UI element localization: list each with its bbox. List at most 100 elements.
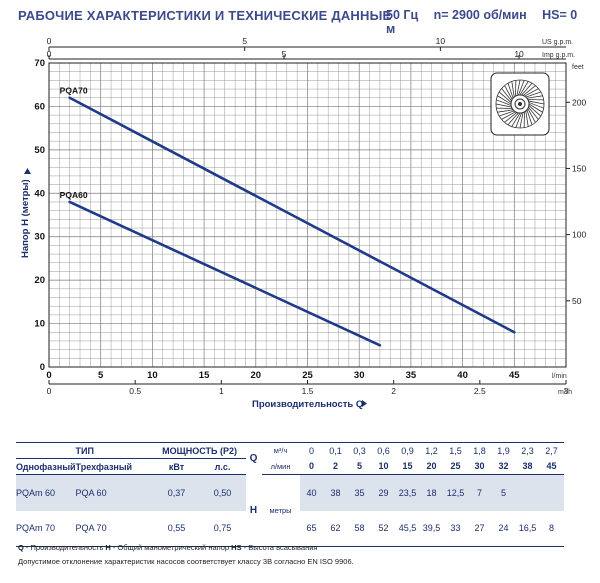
feet-tick-label: 100 (572, 230, 586, 240)
q-m3h-cell: 1,2 (419, 442, 444, 459)
y-tick-label: 60 (34, 101, 45, 112)
series-label: PQA60 (60, 190, 88, 200)
q-lmin-cell: 38 (515, 458, 540, 475)
three-phase-header: Трехфазный (75, 458, 154, 475)
x-axis-label: Производительность Q (252, 399, 363, 410)
feet-tick-label: 200 (572, 97, 586, 107)
x-tick-label: 5 (98, 370, 104, 381)
row-single: PQAm 60 (16, 487, 56, 498)
imp-gpm-tick-label: 10 (514, 49, 524, 59)
q-lmin-cell: 45 (539, 458, 564, 475)
impeller-icon (490, 72, 550, 136)
q-lmin-cell: 20 (419, 458, 444, 475)
us-gpm-tick-label: 0 (47, 36, 52, 46)
m3h-unit-label: m³/h (558, 389, 572, 396)
q-lmin-cell: 30 (467, 458, 492, 475)
x-unit-label: l/min (552, 373, 567, 380)
q-header: Q (245, 442, 262, 475)
us-gpm-tick-label: 5 (242, 36, 247, 46)
m3h-tick-label: 2.5 (474, 386, 486, 396)
q-m3h-cell: 1,8 (467, 442, 492, 459)
q-m3h-cell: 2,7 (539, 442, 564, 459)
h-cell: 33 (450, 523, 461, 534)
feet-tick-label: 50 (572, 296, 582, 306)
m3h-tick-label: 0 (47, 386, 52, 396)
y-tick-label: 40 (34, 188, 45, 199)
h-cell: 62 (330, 523, 341, 534)
h-cell: 24 (498, 523, 509, 534)
y-tick-label: 10 (34, 319, 45, 330)
y-tick-label: 20 (34, 275, 45, 286)
us-gpm-tick-label: 10 (436, 36, 446, 46)
m3h-tick-label: 3 (564, 386, 569, 396)
q-lmin-cell: 2 (323, 458, 348, 475)
x-tick-label: 45 (509, 370, 520, 381)
x-tick-label: 10 (147, 370, 158, 381)
speed: n= 2900 об/мин (433, 8, 527, 22)
q-m3h-cell: 0 (299, 442, 324, 459)
q-lmin-cell: 0 (299, 458, 324, 475)
imp-gpm-tick-label: 5 (282, 49, 287, 59)
h-cell: 23,5 (398, 487, 417, 498)
kw-header: кВт (153, 458, 200, 475)
series-line-pqa60 (68, 200, 382, 347)
q-lmin-cell: 5 (347, 458, 372, 475)
row-three: PQA 60 (75, 487, 107, 498)
spec-table: ТИП МОЩНОСТЬ (P2) Q м³/ч 0 0,1 0,3 0,6 0,9 1,… (16, 442, 564, 547)
y-tick-label: 30 (34, 232, 45, 243)
unit-lmin: л/мин (261, 458, 300, 475)
m3h-tick-label: 0.5 (129, 386, 141, 396)
row-hp: 0,75 (213, 523, 232, 534)
h-cell: 58 (354, 523, 365, 534)
q-lmin-cell: 32 (491, 458, 516, 475)
x-axis-arrow-icon (362, 400, 367, 407)
h-cell: 52 (378, 523, 389, 534)
m3h-tick-label: 1 (219, 386, 224, 396)
m3h-tick-label: 1.5 (302, 386, 314, 396)
h-cell: 8 (549, 523, 555, 534)
hp-header: л.с. (199, 458, 246, 475)
y-tick-label: 50 (34, 145, 45, 156)
row-three: PQA 70 (75, 523, 107, 534)
type-header: ТИП (16, 442, 154, 459)
x-tick-label: 0 (46, 370, 51, 381)
row-kw: 0,55 (167, 523, 186, 534)
row-hp: 0,50 (213, 487, 232, 498)
h-cell: 16,5 (518, 523, 537, 534)
q-m3h-cell: 1,9 (491, 442, 516, 459)
single-phase-header: Однофазный (16, 458, 76, 475)
h-cell: 18 (426, 487, 437, 498)
x-tick-label: 25 (302, 370, 313, 381)
q-m3h-cell: 0,9 (395, 442, 420, 459)
q-m3h-cell: 1,5 (443, 442, 468, 459)
q-lmin-cell: 15 (395, 458, 420, 475)
series-line-pqa70 (68, 96, 516, 334)
q-lmin-cell: 25 (443, 458, 468, 475)
h-cell: 40 (306, 487, 317, 498)
h-cell: 45,5 (398, 523, 417, 534)
feet-unit-label: feet (572, 64, 584, 71)
q-m3h-cell: 2,3 (515, 442, 540, 459)
tolerance-note: Допустимое отклонение характеристик насо… (18, 557, 354, 566)
series-label: PQA70 (60, 86, 88, 96)
h-cell: 7 (477, 487, 483, 498)
us-gpm-unit-label: US g.p.m. (542, 39, 573, 46)
h-cell: 35 (354, 487, 365, 498)
y-axis-arrow-icon (24, 168, 31, 174)
q-m3h-cell: 0,1 (323, 442, 348, 459)
h-cell: 39,5 (422, 523, 441, 534)
y-tick-label: 0 (40, 362, 45, 373)
q-m3h-cell: 0,6 (371, 442, 396, 459)
series-group: PQA70 PQA60 (60, 86, 516, 347)
q-m3h-cell: 0,3 (347, 442, 372, 459)
x-tick-label: 40 (457, 370, 468, 381)
x-tick-label: 20 (251, 370, 262, 381)
unit-m3h: м³/ч (261, 442, 300, 459)
h-unit: метры (261, 474, 300, 547)
h-cell: 29 (378, 487, 389, 498)
q-lmin-cell: 10 (371, 458, 396, 475)
imp-gpm-unit-label: Imp g.p.m. (542, 52, 575, 59)
x-tick-label: 30 (354, 370, 365, 381)
